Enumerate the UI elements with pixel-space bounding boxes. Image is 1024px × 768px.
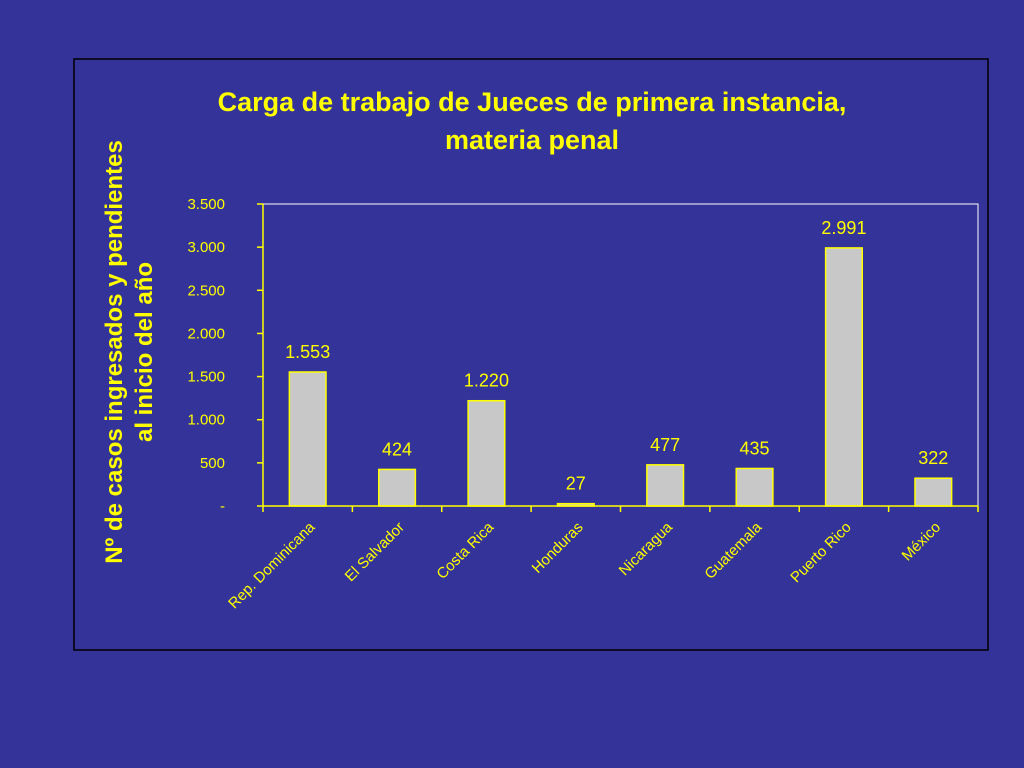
- data-label-2: 424: [382, 439, 412, 459]
- data-label-8: 322: [918, 448, 948, 468]
- y-tick-label-5: 2.000: [187, 325, 225, 342]
- y-tick-label-7: 3.000: [187, 239, 225, 256]
- bars: 1.553 424 1.220 27 477 435 2.991 322: [285, 218, 953, 507]
- data-label-4: 27: [566, 474, 586, 494]
- data-label-3: 1.220: [464, 371, 509, 391]
- x-tick-label-2: El Salvador: [342, 519, 408, 585]
- bar-8: [914, 477, 953, 507]
- data-label-6: 435: [740, 438, 770, 458]
- y-tick-label-6: 2.500: [187, 282, 225, 299]
- y-tick-label-3: 1.000: [187, 412, 225, 429]
- y-tick-label-4: 1.500: [187, 369, 225, 386]
- chart-title-line-2: materia penal: [445, 125, 619, 155]
- bar-2: [377, 468, 417, 507]
- chart-title-line-1: Carga de trabajo de Jueces de primera in…: [218, 87, 847, 117]
- data-label-1: 1.553: [285, 342, 330, 362]
- bar-6: [735, 467, 774, 507]
- chart-frame: [73, 58, 989, 651]
- bar-1: [288, 371, 327, 507]
- x-tick-label-8: México: [899, 519, 945, 565]
- y-axis-label-line-2: al inicio del año: [131, 262, 158, 442]
- x-tick-label-6: Guatemala: [701, 518, 765, 582]
- bar-3: [467, 399, 506, 507]
- plot-area: [262, 203, 979, 507]
- data-label-7: 2.991: [821, 218, 866, 238]
- y-axis-label-line-1: Nº de casos ingresados y pendientes: [101, 140, 128, 564]
- data-label-5: 477: [650, 435, 680, 455]
- x-tick-label-3: Costa Rica: [433, 518, 497, 582]
- x-tick-label-1: Rep. Dominicana: [225, 518, 319, 612]
- y-tick-label-1: -: [220, 498, 225, 515]
- y-tick-label-2: 500: [200, 455, 225, 472]
- x-tick-label-4: Honduras: [529, 519, 587, 577]
- y-tick-label-8: 3.500: [187, 196, 225, 213]
- bar-7: [824, 247, 864, 507]
- x-tick-label-7: Puerto Rico: [787, 519, 854, 586]
- x-tick-label-5: Nicaragua: [616, 518, 677, 579]
- bar-5: [646, 464, 685, 507]
